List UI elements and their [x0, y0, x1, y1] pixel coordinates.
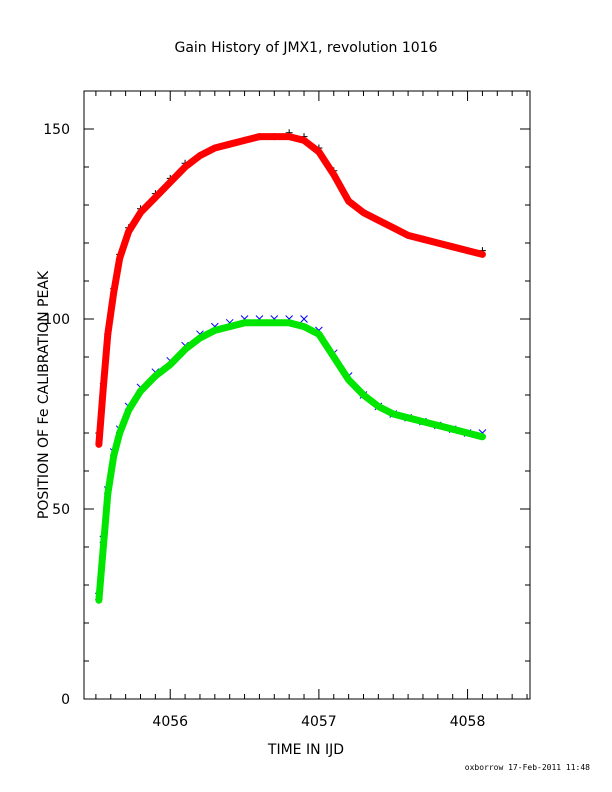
upper-fit-line: [95, 133, 486, 448]
series-layer: [95, 129, 487, 604]
lower-data-point: [300, 315, 308, 323]
chart-title: Gain History of JMX1, revolution 1016: [174, 40, 437, 56]
lower-fit-line: [95, 319, 486, 604]
axis-layer: 4056 4057 4058 0 50 100 150: [43, 90, 530, 730]
plot-frame: [83, 90, 531, 700]
upper-data-series: [95, 129, 486, 437]
y-tick-label: 100: [43, 312, 70, 328]
x-axis-label: TIME IN IJD: [267, 742, 344, 758]
upper-fit-series: [95, 133, 486, 448]
y-tick-label: 150: [43, 122, 70, 138]
lower-fit-series: [95, 319, 486, 604]
x-tick-label: 4056: [152, 714, 188, 730]
y-axis-label: POSITION OF Fe CALIBRATION PEAK: [36, 270, 52, 519]
x-tick-label: 4057: [301, 714, 337, 730]
y-tick-label: 0: [61, 692, 70, 708]
y-tick-label: 50: [52, 502, 70, 518]
footer-stamp: oxborrow 17-Feb-2011 11:48: [465, 763, 590, 772]
x-tick-label: 4058: [450, 714, 486, 730]
lower-data-series: [95, 315, 487, 601]
